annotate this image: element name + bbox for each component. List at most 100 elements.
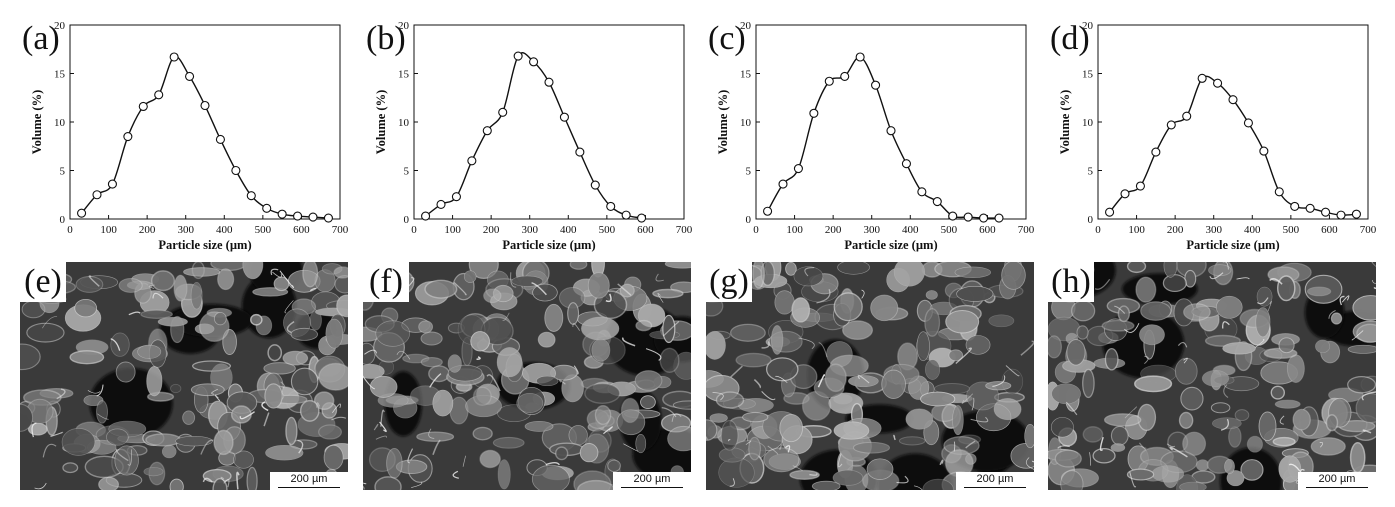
- sem-grain: [299, 399, 320, 422]
- sem-edge: [332, 403, 341, 413]
- sem-grain: [659, 347, 680, 374]
- x-tick-label: 500: [1283, 224, 1300, 236]
- scale-bar-label-f: 200 µm: [633, 473, 671, 485]
- x-tick-label: 500: [255, 224, 272, 236]
- sem-grain: [709, 413, 728, 423]
- sem-grain: [470, 331, 490, 352]
- sem-grain: [472, 426, 493, 441]
- sem-grain: [230, 405, 252, 424]
- chart-panel-a: 0 100 200 300 400 500 600 700 0 5 10 15 20 Particle s…: [18, 0, 366, 255]
- sem-grain: [1179, 481, 1207, 490]
- panel-label-d: (d): [1050, 20, 1090, 57]
- sem-edge: [785, 445, 791, 453]
- sem-edge: [1177, 341, 1188, 348]
- x-tick-label: 100: [1128, 224, 1145, 236]
- x-tick-label: 0: [753, 224, 759, 236]
- data-point: [793, 164, 803, 174]
- series-line: [81, 55, 329, 219]
- sem-edge: [605, 293, 612, 303]
- data-point: [421, 211, 431, 221]
- sem-grain: [824, 363, 847, 393]
- sem-grain: [264, 383, 283, 409]
- sem-edge: [1144, 355, 1149, 365]
- sem-edge: [1269, 278, 1283, 285]
- sem-edge: [730, 365, 743, 378]
- sem-grain: [1306, 286, 1332, 297]
- sem-grain: [667, 425, 691, 452]
- sem-edge: [261, 401, 269, 412]
- sem-grain: [386, 447, 403, 479]
- sem-grain: [1134, 375, 1173, 393]
- sem-edge: [1114, 305, 1126, 314]
- data-point: [262, 203, 272, 213]
- sem-edge: [239, 411, 255, 420]
- y-axis-label: Volume (%): [716, 90, 730, 154]
- sem-edge: [236, 471, 240, 490]
- sem-grain: [1054, 449, 1082, 468]
- sem-edge: [363, 482, 367, 485]
- sem-edge: [1236, 277, 1250, 280]
- sem-edge: [761, 341, 770, 349]
- y-axis-label: Volume (%): [374, 90, 388, 154]
- sem-grain: [1216, 295, 1243, 319]
- sem-grain: [524, 420, 554, 432]
- sem-grain: [416, 431, 455, 442]
- sem-image-f: (f) 200 µm: [363, 262, 691, 490]
- sem-grain: [593, 290, 628, 320]
- x-tick-label: 100: [444, 224, 461, 236]
- chart-svg-b: 0 100 200 300 400 500 600 700 0 5 10 15 20 Particle s…: [374, 20, 693, 252]
- sem-edge: [284, 300, 294, 314]
- x-tick-label: 400: [216, 224, 233, 236]
- sem-grain: [114, 445, 139, 476]
- sem-grain: [20, 403, 34, 432]
- sem-grain: [1222, 342, 1256, 355]
- x-tick-label: 600: [979, 224, 996, 236]
- sem-edge: [211, 388, 218, 395]
- sem-grain: [424, 279, 458, 299]
- sem-edge: [971, 397, 975, 411]
- sem-edge: [1089, 452, 1091, 466]
- panel-label-e: (e): [20, 262, 66, 302]
- x-tick-label: 600: [1321, 224, 1338, 236]
- data-point: [92, 190, 102, 200]
- sem-edge: [279, 270, 295, 289]
- sem-edge: [531, 282, 547, 296]
- sem-grain: [594, 405, 612, 425]
- sem-grain: [27, 422, 48, 436]
- sem-edge: [214, 394, 221, 402]
- sem-edge: [1129, 471, 1137, 488]
- sem-edge: [453, 282, 467, 296]
- sem-grain: [554, 446, 569, 461]
- sem-grain: [934, 383, 971, 395]
- sem-grain: [26, 322, 65, 343]
- sem-edge: [462, 455, 466, 467]
- sem-grain: [965, 335, 991, 355]
- x-tick-label: 700: [332, 224, 349, 236]
- sem-edge: [939, 459, 944, 466]
- sem-edge: [115, 448, 129, 462]
- chart-svg-a: 0 100 200 300 400 500 600 700 0 5 10 15 20 Particle s…: [30, 20, 349, 252]
- data-point: [154, 90, 164, 100]
- sem-edge: [331, 416, 347, 421]
- sem-grain: [1174, 357, 1198, 385]
- sem-edge: [286, 321, 295, 334]
- sem-edge: [278, 381, 286, 388]
- sem-edge: [804, 266, 815, 277]
- sem-image-e: (e) 200 µm: [20, 262, 348, 490]
- sem-grain: [948, 349, 964, 362]
- scale-bar-label-e: 200 µm: [290, 473, 328, 485]
- sem-grain: [706, 330, 726, 360]
- sem-edge: [297, 439, 304, 454]
- sem-grain: [652, 288, 684, 299]
- sem-texture-h: [1048, 262, 1376, 490]
- sem-grain: [1066, 338, 1086, 366]
- sem-grain: [584, 382, 621, 404]
- sem-grain: [61, 428, 96, 456]
- sem-grain: [309, 309, 323, 331]
- sem-edge: [816, 289, 831, 304]
- data-point: [979, 213, 989, 223]
- x-tick-label: 200: [825, 224, 842, 236]
- scale-bar-e: 200 µm: [270, 472, 348, 490]
- data-point: [932, 196, 942, 207]
- sem-grain: [1110, 425, 1129, 446]
